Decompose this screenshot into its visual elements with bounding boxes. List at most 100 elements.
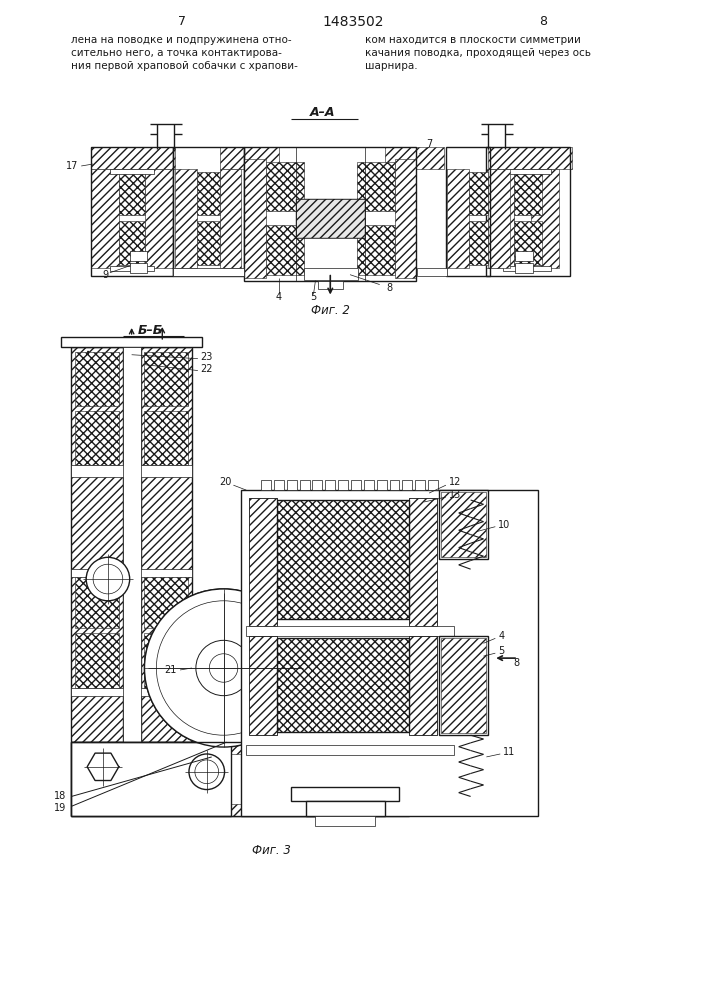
- Bar: [277, 638, 409, 732]
- Text: 7: 7: [178, 15, 186, 28]
- Bar: [447, 169, 469, 268]
- Bar: [245, 159, 266, 278]
- Text: 8: 8: [387, 283, 392, 293]
- Text: 23: 23: [200, 352, 212, 362]
- Bar: [123, 347, 141, 742]
- Bar: [71, 347, 123, 742]
- Bar: [71, 465, 192, 477]
- Bar: [71, 347, 123, 742]
- Bar: [489, 147, 573, 169]
- Text: 21: 21: [165, 665, 177, 675]
- Bar: [129, 251, 148, 261]
- Text: 19: 19: [54, 803, 66, 813]
- Text: ния первой храповой собачки с храпови-: ния первой храповой собачки с храпови-: [71, 61, 298, 71]
- Text: Б–Б: Б–Б: [138, 324, 163, 337]
- Bar: [277, 500, 409, 619]
- Text: 5: 5: [498, 646, 505, 656]
- Bar: [250, 498, 277, 626]
- Bar: [409, 498, 437, 626]
- Bar: [439, 490, 489, 559]
- Bar: [486, 147, 571, 276]
- Bar: [173, 147, 245, 276]
- Bar: [62, 337, 201, 347]
- Text: 1483502: 1483502: [322, 15, 384, 29]
- Circle shape: [189, 754, 225, 790]
- Bar: [441, 492, 486, 557]
- Bar: [220, 169, 241, 268]
- Bar: [395, 159, 416, 278]
- Bar: [515, 263, 533, 273]
- Bar: [76, 411, 119, 465]
- Bar: [76, 574, 119, 628]
- Bar: [119, 221, 146, 265]
- Bar: [241, 490, 538, 816]
- Circle shape: [144, 589, 303, 747]
- Bar: [409, 636, 437, 735]
- Bar: [364, 480, 374, 490]
- Text: 18: 18: [54, 791, 66, 801]
- Bar: [246, 745, 454, 755]
- Circle shape: [209, 654, 238, 682]
- Bar: [71, 742, 409, 816]
- Bar: [141, 347, 192, 742]
- Bar: [287, 480, 297, 490]
- Bar: [277, 500, 409, 619]
- Circle shape: [86, 557, 129, 601]
- Bar: [220, 147, 279, 169]
- Bar: [266, 225, 303, 275]
- Bar: [351, 480, 361, 490]
- Bar: [300, 480, 310, 490]
- Bar: [246, 626, 454, 636]
- Text: 13: 13: [449, 490, 461, 500]
- Bar: [312, 480, 322, 490]
- Bar: [296, 199, 365, 238]
- Bar: [428, 480, 438, 490]
- Bar: [318, 281, 343, 289]
- Text: 9: 9: [102, 270, 108, 280]
- Bar: [71, 742, 348, 816]
- Bar: [385, 147, 444, 169]
- Bar: [357, 162, 395, 211]
- Bar: [503, 169, 551, 174]
- Bar: [315, 816, 375, 826]
- Bar: [486, 169, 514, 268]
- Circle shape: [196, 640, 251, 696]
- Bar: [250, 636, 277, 735]
- Text: 10: 10: [498, 520, 510, 530]
- Bar: [197, 172, 220, 215]
- Bar: [76, 633, 119, 688]
- Text: ·: ·: [85, 344, 91, 363]
- Bar: [439, 636, 489, 735]
- Bar: [409, 498, 437, 626]
- Bar: [144, 633, 188, 688]
- Bar: [489, 169, 510, 268]
- Text: шарнира.: шарнира.: [365, 61, 418, 71]
- Bar: [110, 169, 154, 174]
- Bar: [277, 638, 409, 732]
- Text: 20: 20: [219, 477, 231, 487]
- Bar: [402, 480, 412, 490]
- Text: 5: 5: [310, 292, 317, 302]
- Bar: [446, 147, 491, 276]
- Bar: [469, 221, 489, 265]
- Bar: [173, 268, 245, 276]
- Bar: [250, 636, 277, 735]
- Text: 12: 12: [449, 477, 461, 487]
- Bar: [175, 169, 197, 268]
- Bar: [531, 169, 559, 268]
- Bar: [515, 251, 533, 261]
- Bar: [261, 480, 271, 490]
- Bar: [144, 352, 188, 406]
- Text: 4: 4: [276, 292, 282, 302]
- Bar: [514, 221, 542, 265]
- Bar: [503, 266, 551, 271]
- Bar: [415, 480, 425, 490]
- Bar: [91, 147, 173, 276]
- Text: качания поводка, проходящей через ось: качания поводка, проходящей через ось: [365, 48, 591, 58]
- Text: 7: 7: [426, 139, 432, 149]
- Bar: [296, 199, 365, 238]
- Bar: [409, 636, 437, 735]
- Text: лена на поводке и подпружинена отно-: лена на поводке и подпружинена отно-: [71, 35, 292, 45]
- Bar: [110, 266, 154, 271]
- Circle shape: [196, 640, 251, 696]
